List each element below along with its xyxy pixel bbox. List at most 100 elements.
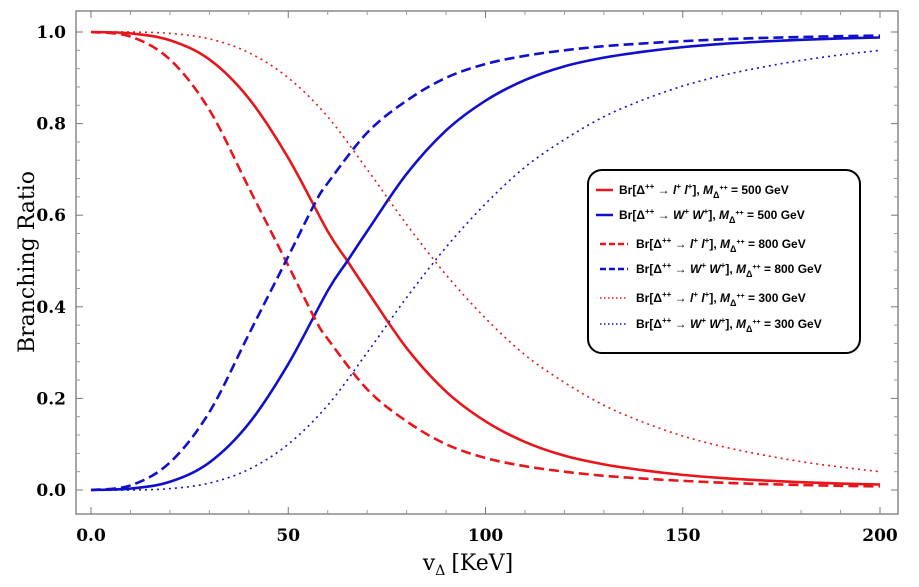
legend-part-br: Br[Δ xyxy=(636,262,662,276)
series-ww-500-line xyxy=(90,36,881,492)
legend-part-sup1: ++ xyxy=(662,236,672,245)
legend-part-close: ], xyxy=(709,237,720,251)
plot-frame xyxy=(75,10,899,515)
series-ww-300-line xyxy=(90,49,881,491)
legend-part-p2sup: + xyxy=(721,316,726,325)
x-tick-label: 150 xyxy=(665,526,701,546)
legend-part-p1: l xyxy=(690,291,694,305)
legend-part-p1sup: + xyxy=(693,236,698,245)
y-tick-label: 1.0 xyxy=(36,23,66,43)
legend-part-p2: l xyxy=(681,183,688,197)
legend-part-mass: = 500 GeV xyxy=(728,183,789,197)
series-ll-500-line xyxy=(90,30,881,486)
legend-part-p2sup: + xyxy=(705,290,710,299)
legend-part-close: ], xyxy=(709,291,720,305)
legend-part-br: Br[Δ xyxy=(619,183,645,197)
x-axis-label: vΔ [KeV] xyxy=(422,551,513,579)
legend-part-p2sup: + xyxy=(721,261,726,270)
legend-part-p1sup: + xyxy=(693,290,698,299)
legend-part-msubsup: ++ xyxy=(736,293,744,300)
series-ww-800-line xyxy=(90,34,881,492)
legend-part-m: M xyxy=(736,262,747,276)
legend-part-msub: Δ xyxy=(746,324,753,334)
legend-label-series-ll-500: Br[Δ++ → l+ l+], MΔ++ = 500 GeV xyxy=(619,182,789,200)
legend-part-arrow: → xyxy=(671,317,690,331)
legend-part-p1: W xyxy=(690,262,703,276)
legend-part-p1sup: + xyxy=(701,316,706,325)
series-ll-300-line xyxy=(90,31,881,473)
y-tick-label: 0.4 xyxy=(36,298,66,318)
x-tick-label: 50 xyxy=(276,526,300,546)
x-axis-label-sub: Δ xyxy=(435,563,445,579)
y-tick-label: 0.8 xyxy=(36,115,66,135)
legend-label-series-ww-800: Br[Δ++ → W+ W+], MΔ++ = 800 GeV xyxy=(636,261,822,279)
y-tick-label: 0.0 xyxy=(36,481,66,501)
legend-label-series-ww-500: Br[Δ++ → W+ W+], MΔ++ = 500 GeV xyxy=(619,207,805,225)
legend-part-arrow: → xyxy=(654,208,673,222)
legend-part-close: ], xyxy=(692,183,703,197)
legend-part-br: Br[Δ xyxy=(636,291,662,305)
legend-part-p1: W xyxy=(673,208,686,222)
series xyxy=(90,30,881,492)
legend-part-br: Br[Δ xyxy=(619,208,645,222)
legend-part-sup1: ++ xyxy=(645,207,655,216)
legend-label-series-ww-300: Br[Δ++ → W+ W+], MΔ++ = 300 GeV xyxy=(636,316,822,334)
x-tick-label: 200 xyxy=(862,526,898,546)
legend-part-msubsup: ++ xyxy=(752,264,760,271)
legend-part-msubsup: ++ xyxy=(735,210,743,217)
series-ll-800-line xyxy=(90,30,881,488)
x-tick-label: 0.0 xyxy=(76,526,106,546)
legend-part-sup1: ++ xyxy=(645,182,655,191)
legend-part-arrow: → xyxy=(671,262,690,276)
legend-part-m: M xyxy=(720,237,731,251)
legend-part-p2: W xyxy=(689,208,705,222)
legend-part-p2: l xyxy=(698,291,705,305)
legend-part-mass: = 800 GeV xyxy=(745,237,806,251)
legend-part-br: Br[Δ xyxy=(636,317,662,331)
legend-part-msubsup: ++ xyxy=(736,239,744,246)
legend-label-series-ll-800: Br[Δ++ → l+ l+], MΔ++ = 800 GeV xyxy=(636,236,806,254)
legend-part-p1: l xyxy=(690,237,694,251)
legend-part-p2: W xyxy=(706,317,722,331)
ticks: 0.0 50 100 150 200 0.0 0.2 0.4 0.6 0.8 1.0 xyxy=(36,11,898,546)
y-tick-label: 0.2 xyxy=(36,389,66,409)
legend-part-msub: Δ xyxy=(730,244,737,254)
legend-part-p2: W xyxy=(706,262,722,276)
legend-part-msub: Δ xyxy=(730,298,737,308)
legend-part-m: M xyxy=(736,317,747,331)
x-axis-label-v: v xyxy=(422,551,436,576)
legend-part-m: M xyxy=(720,291,731,305)
legend-part-br: Br[Δ xyxy=(636,237,662,251)
y-tick-label: 0.6 xyxy=(36,206,66,226)
legend-part-p1sup: + xyxy=(684,207,689,216)
legend-part-sup1: ++ xyxy=(662,290,672,299)
legend-part-p2sup: + xyxy=(704,207,709,216)
legend-part-mass: = 800 GeV xyxy=(761,262,822,276)
legend-part-p1: W xyxy=(690,317,703,331)
legend-part-m: M xyxy=(719,208,730,222)
legend-part-msub: Δ xyxy=(713,190,720,200)
legend-part-close: ], xyxy=(725,317,736,331)
legend-part-mass: = 300 GeV xyxy=(761,317,822,331)
legend-part-p1: l xyxy=(673,183,677,197)
legend-part-sup1: ++ xyxy=(662,261,672,270)
x-tick-label: 100 xyxy=(468,526,504,546)
legend-part-arrow: → xyxy=(654,183,673,197)
legend-part-close: ], xyxy=(725,262,736,276)
legend-part-p2sup: + xyxy=(688,182,693,191)
y-axis-label: Branching Ratio xyxy=(15,171,40,353)
legend-part-msubsup: ++ xyxy=(752,319,760,326)
legend-part-arrow: → xyxy=(671,291,690,305)
legend-part-m: M xyxy=(703,183,714,197)
legend-part-p2sup: + xyxy=(705,236,710,245)
x-axis-label-unit: [KeV] xyxy=(451,551,513,576)
legend-part-close: ], xyxy=(708,208,719,222)
legend-part-msub: Δ xyxy=(746,269,753,279)
legend-label-series-ll-300: Br[Δ++ → l+ l+], MΔ++ = 300 GeV xyxy=(636,290,806,308)
legend-part-p1sup: + xyxy=(676,182,681,191)
legend-part-mass: = 300 GeV xyxy=(745,291,806,305)
legend-part-msub: Δ xyxy=(729,215,736,225)
